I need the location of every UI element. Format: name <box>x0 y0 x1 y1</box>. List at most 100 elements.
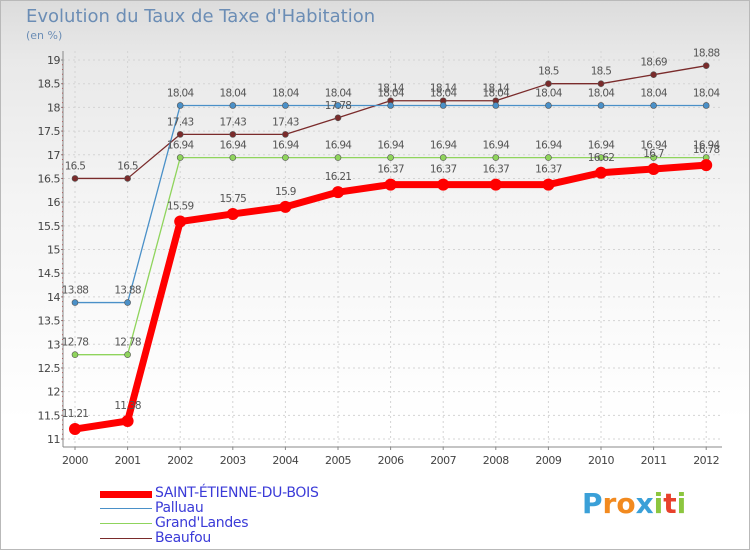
data-point <box>334 154 342 161</box>
data-point <box>334 102 342 109</box>
data-point <box>545 154 552 161</box>
data-point <box>492 102 500 109</box>
data-label: 17.78 <box>325 100 352 112</box>
x-tick-label: 2001 <box>115 454 141 467</box>
data-point <box>545 80 552 87</box>
x-tick-label: 2011 <box>641 454 667 467</box>
data-point <box>282 154 289 161</box>
y-tick-label: 15.5 <box>38 220 61 233</box>
data-point <box>489 178 502 191</box>
legend-label: SAINT-ÉTIENNE-DU-BOIS <box>155 485 319 501</box>
y-tick-label: 18.5 <box>38 78 61 91</box>
x-tick-label: 2003 <box>220 454 246 467</box>
data-point <box>702 102 710 109</box>
data-point <box>69 423 81 436</box>
data-point <box>492 154 500 161</box>
x-tick-label: 2002 <box>167 454 193 467</box>
x-tick-label: 2009 <box>535 454 561 467</box>
data-label: 16.62 <box>588 152 615 164</box>
data-label: 18.04 <box>535 87 563 99</box>
data-point <box>71 299 79 306</box>
data-label: 18.04 <box>220 87 248 99</box>
data-point <box>282 102 289 109</box>
data-point <box>702 62 710 69</box>
data-label: 18.88 <box>693 48 720 60</box>
y-tick-label: 18 <box>47 101 60 114</box>
data-point <box>597 102 605 109</box>
data-label: 16.37 <box>430 164 457 176</box>
x-tick-label: 2005 <box>325 454 351 467</box>
chart-title: Evolution du Taux de Taxe d'Habitation <box>26 6 376 27</box>
data-label: 16.94 <box>693 140 721 152</box>
logo-letter: r <box>602 487 617 520</box>
data-label: 11.38 <box>114 400 141 412</box>
data-label: 16.78 <box>693 144 720 156</box>
x-tick-label: 2006 <box>378 454 404 467</box>
data-label: 18.04 <box>430 87 458 99</box>
data-label: 18.04 <box>640 87 668 99</box>
data-label: 16.94 <box>588 140 616 152</box>
data-label: 17.43 <box>167 116 194 128</box>
data-label: 16.94 <box>167 140 195 152</box>
data-label: 16.37 <box>377 164 404 176</box>
logo-letter: i <box>653 487 664 520</box>
data-point <box>71 351 79 358</box>
data-label: 18.04 <box>167 87 195 99</box>
data-point <box>437 178 450 191</box>
data-label: 18.5 <box>538 66 559 78</box>
data-label: 15.9 <box>275 186 296 198</box>
data-point <box>439 102 447 109</box>
y-tick-label: 16.5 <box>38 172 61 185</box>
data-point <box>545 102 552 109</box>
y-tick-label: 15 <box>47 244 60 257</box>
data-point <box>279 200 292 213</box>
proxiti-logo: Proxiti <box>582 487 686 520</box>
data-label: 18.04 <box>272 87 300 99</box>
data-label: 16.94 <box>325 140 353 152</box>
x-tick-label: 2008 <box>483 454 509 467</box>
logo-letter: P <box>582 487 603 520</box>
data-point <box>174 215 187 228</box>
data-label: 16.94 <box>535 140 563 152</box>
y-tick-label: 13 <box>47 338 60 351</box>
data-point <box>71 175 79 182</box>
data-point <box>121 414 134 427</box>
logo-letter: o <box>616 487 636 520</box>
data-point <box>124 175 131 182</box>
y-tick-label: 12 <box>47 386 60 399</box>
y-tick-label: 11.5 <box>38 409 61 422</box>
data-label: 12.78 <box>62 337 89 349</box>
data-point <box>229 102 237 109</box>
data-label: 16.94 <box>640 140 668 152</box>
y-tick-label: 17.5 <box>38 125 61 138</box>
data-point <box>387 102 394 109</box>
x-tick-label: 2010 <box>588 454 614 467</box>
data-point <box>595 166 607 179</box>
data-point <box>334 114 342 122</box>
x-tick-label: 2004 <box>272 454 298 467</box>
data-label: 16.94 <box>430 140 458 152</box>
y-axis-unit-label: (en %) <box>26 29 63 42</box>
data-label: 16.37 <box>535 164 562 176</box>
data-point <box>176 154 184 161</box>
y-tick-label: 12.5 <box>38 362 61 375</box>
legend-label: Palluau <box>155 500 204 516</box>
data-point <box>650 154 657 161</box>
data-label: 18.14 <box>377 83 405 95</box>
data-point <box>387 154 394 161</box>
y-tick-label: 19 <box>47 54 60 67</box>
data-label: 15.75 <box>220 193 247 205</box>
data-label: 16.94 <box>272 140 300 152</box>
data-label: 18.14 <box>430 83 458 95</box>
data-point <box>229 154 237 161</box>
data-point <box>647 162 660 175</box>
data-label: 18.04 <box>377 87 405 99</box>
data-point <box>226 207 239 220</box>
data-label: 18.04 <box>693 87 721 99</box>
data-point <box>597 154 605 161</box>
data-label: 16.94 <box>377 140 405 152</box>
data-point <box>597 80 605 87</box>
data-label: 18.04 <box>483 87 511 99</box>
logo-letter: t <box>663 487 677 520</box>
data-point <box>282 131 289 138</box>
